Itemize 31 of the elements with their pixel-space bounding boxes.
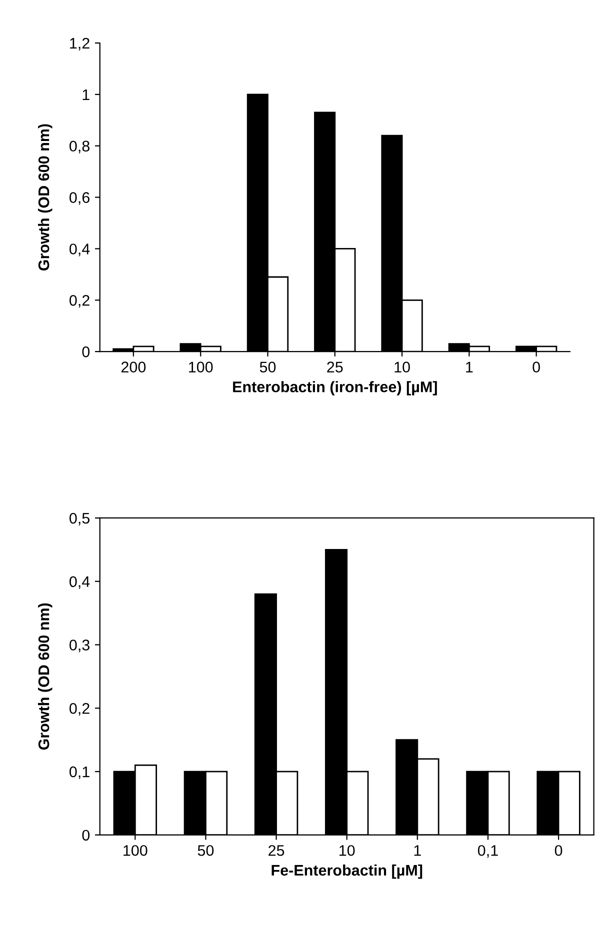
x-tick-label: 0 <box>554 845 562 856</box>
y-tick-label: 0,2 <box>70 295 90 308</box>
x-tick-label: 50 <box>198 845 214 856</box>
y-tick-label: 0,4 <box>70 576 90 589</box>
y-tick-label: 0,1 <box>70 766 90 780</box>
x-tick-label: 200 <box>121 362 146 373</box>
y-tick-label: 0,3 <box>70 640 90 652</box>
y-tick-label: 1 <box>82 89 90 100</box>
x-tick-label: 50 <box>260 362 276 373</box>
x-tick-label: 0 <box>532 362 540 373</box>
x-tick-label: 0,1 <box>478 845 498 858</box>
x-tick-label: 25 <box>268 845 284 856</box>
y-tick-label: 1,2 <box>70 38 90 50</box>
x-axis-title: Fe-Enterobactin [µM] <box>272 864 422 879</box>
y-tick-label: 0,6 <box>70 192 90 205</box>
x-tick-label: 10 <box>394 362 410 373</box>
x-tick-label: 10 <box>340 845 355 856</box>
y-tick-label: 0,5 <box>70 512 90 526</box>
x-tick-label: 25 <box>327 362 343 373</box>
x-axis-title: Enterobactin (iron-free) [µM] <box>233 381 437 396</box>
y-tick-label: 0 <box>82 830 90 841</box>
x-tick-label: 1 <box>414 845 421 856</box>
y-tick-label: 0,8 <box>70 140 90 154</box>
y-tick-label: 0 <box>82 346 90 358</box>
y-tick-label: 0,2 <box>70 703 90 716</box>
y-axis-title: Growth (OD 600 nm) <box>38 603 52 750</box>
x-tick-label: 1 <box>466 362 473 372</box>
y-axis-title: Growth (OD 600 nm) <box>38 124 52 271</box>
y-tick-label: 0,4 <box>70 244 90 256</box>
x-tick-label: 100 <box>124 845 148 856</box>
x-tick-label: 100 <box>189 362 213 373</box>
